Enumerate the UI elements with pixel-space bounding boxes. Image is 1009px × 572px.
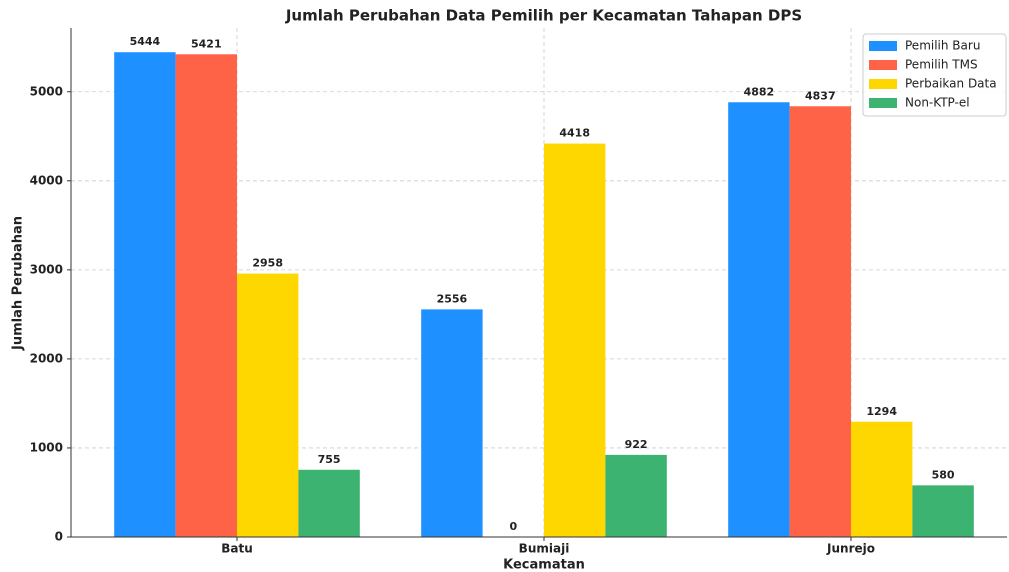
data-label: 2958 bbox=[252, 257, 283, 270]
legend-swatch bbox=[869, 41, 897, 51]
bar bbox=[728, 102, 790, 538]
legend-swatch bbox=[869, 79, 897, 89]
x-tick-label: Junrejo bbox=[826, 542, 875, 556]
bar bbox=[912, 485, 974, 537]
y-tick-label: 4000 bbox=[30, 173, 63, 187]
data-label: 0 bbox=[509, 520, 517, 533]
bar bbox=[544, 143, 606, 538]
data-label: 755 bbox=[318, 453, 341, 466]
legend-label: Perbaikan Data bbox=[905, 77, 997, 91]
x-tick-label: Batu bbox=[221, 542, 253, 556]
data-label: 2556 bbox=[437, 292, 468, 305]
bar bbox=[114, 52, 176, 538]
bar bbox=[789, 106, 851, 538]
data-label: 4418 bbox=[559, 127, 590, 140]
chart-title: Jumlah Perubahan Data Pemilih per Kecama… bbox=[285, 7, 802, 25]
data-label: 580 bbox=[932, 468, 955, 481]
bar bbox=[851, 421, 913, 537]
legend-box bbox=[862, 33, 1007, 117]
bar bbox=[175, 54, 237, 537]
y-tick-label: 0 bbox=[55, 530, 63, 544]
y-tick-label: 2000 bbox=[30, 351, 63, 365]
legend-label: Non-KTP-el bbox=[905, 96, 970, 110]
x-tick-label: Bumiaji bbox=[519, 542, 570, 556]
bar bbox=[237, 273, 299, 537]
bar bbox=[421, 309, 483, 537]
data-label: 922 bbox=[625, 438, 648, 451]
bar bbox=[605, 454, 667, 537]
y-tick-label: 1000 bbox=[30, 440, 63, 454]
y-axis-label: Jumlah Perubahan bbox=[11, 216, 26, 351]
y-tick-label: 5000 bbox=[30, 84, 63, 98]
data-label: 4882 bbox=[744, 85, 775, 98]
data-label: 1294 bbox=[866, 405, 897, 418]
legend-label: Pemilih TMS bbox=[905, 58, 978, 72]
legend-label: Pemilih Baru bbox=[905, 39, 980, 53]
x-axis-label: Kecamatan bbox=[503, 558, 585, 572]
bar bbox=[298, 469, 360, 537]
y-tick-label: 3000 bbox=[30, 262, 63, 276]
legend-swatch bbox=[869, 98, 897, 108]
legend-swatch bbox=[869, 60, 897, 70]
data-label: 5444 bbox=[130, 35, 161, 48]
data-label: 4837 bbox=[805, 89, 836, 102]
data-label: 5421 bbox=[191, 37, 222, 50]
